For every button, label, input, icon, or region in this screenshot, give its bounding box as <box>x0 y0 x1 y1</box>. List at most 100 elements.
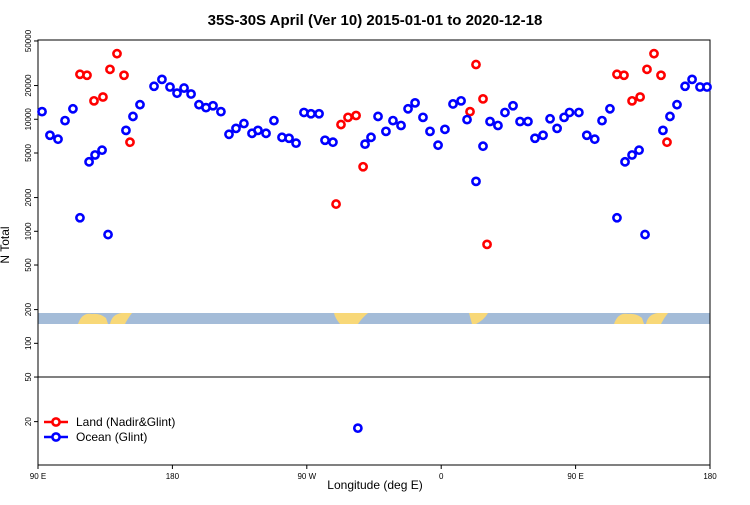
point <box>672 99 682 110</box>
point <box>642 64 652 75</box>
point <box>619 70 629 81</box>
plot-frame <box>37 39 711 466</box>
point <box>37 106 47 117</box>
x-tick-label: 90 E <box>567 472 583 481</box>
point <box>358 161 368 172</box>
point <box>135 99 145 110</box>
point <box>523 116 533 127</box>
point <box>425 126 435 137</box>
point <box>482 239 492 250</box>
legend-marker <box>51 432 61 442</box>
point <box>433 140 443 151</box>
point <box>351 110 361 121</box>
point <box>261 128 271 139</box>
y-tick-label: 20 <box>24 417 33 426</box>
point <box>231 123 241 134</box>
x-tick-label: 90 E <box>30 472 46 481</box>
point <box>381 126 391 137</box>
point <box>410 97 420 108</box>
point <box>157 74 167 85</box>
point <box>306 108 316 119</box>
point <box>515 116 525 127</box>
point <box>68 103 78 114</box>
point <box>471 59 481 70</box>
point <box>471 176 481 187</box>
x-tick-label: 90 W <box>297 472 316 481</box>
point <box>627 150 637 160</box>
point <box>53 134 63 145</box>
point <box>98 92 108 102</box>
point <box>680 81 690 92</box>
point <box>97 145 107 156</box>
x-tick-label: 0 <box>439 472 444 481</box>
y-tick-label: 50000 <box>24 29 33 52</box>
point <box>331 199 341 209</box>
point <box>418 112 428 123</box>
point <box>465 106 475 117</box>
point <box>612 212 622 223</box>
x-tick-label: 180 <box>703 472 717 481</box>
x-axis-label: Longitude (deg E) <box>327 478 422 492</box>
point <box>605 103 615 114</box>
point <box>320 135 330 146</box>
point <box>500 107 510 118</box>
point <box>314 108 324 119</box>
y-tick-label: 2000 <box>24 188 33 206</box>
point <box>635 92 646 102</box>
point <box>564 107 575 118</box>
point <box>269 115 279 126</box>
point <box>462 114 472 125</box>
point <box>224 129 234 140</box>
point <box>581 130 592 141</box>
point <box>125 137 135 148</box>
point <box>291 138 301 149</box>
point <box>658 125 668 136</box>
y-tick-label: 10000 <box>24 108 33 131</box>
point <box>552 123 562 134</box>
point <box>149 81 159 92</box>
point <box>60 115 70 126</box>
point <box>360 139 370 150</box>
map-strip <box>38 313 710 324</box>
point <box>89 95 99 106</box>
point <box>84 156 94 167</box>
point <box>508 100 518 111</box>
point <box>656 70 666 81</box>
point <box>239 118 249 129</box>
point <box>702 82 712 92</box>
point <box>121 125 131 136</box>
point <box>589 134 600 145</box>
point <box>388 115 398 126</box>
point <box>103 229 113 240</box>
point <box>396 120 406 131</box>
y-tick-label: 5000 <box>24 144 33 162</box>
point <box>284 133 294 144</box>
y-tick-label: 200 <box>24 302 33 316</box>
point <box>649 48 659 59</box>
y-tick-label: 100 <box>24 336 33 350</box>
point <box>573 107 584 118</box>
y-tick-label: 20000 <box>24 74 33 97</box>
point <box>165 82 175 92</box>
point <box>336 119 346 130</box>
point <box>105 64 115 75</box>
point <box>620 156 630 167</box>
point <box>687 74 697 85</box>
point <box>530 133 540 144</box>
point <box>538 130 548 141</box>
point <box>82 70 92 81</box>
point <box>208 100 218 111</box>
x-tick-label: 180 <box>166 472 180 481</box>
point <box>478 93 488 104</box>
point <box>90 150 100 160</box>
point <box>253 125 263 136</box>
point <box>597 115 607 126</box>
y-tick-label: 1000 <box>24 222 33 240</box>
point <box>545 113 555 124</box>
point <box>366 132 376 143</box>
point <box>112 48 122 59</box>
point <box>373 111 383 122</box>
y-tick-label: 500 <box>24 258 33 272</box>
point <box>186 89 196 99</box>
point <box>640 229 650 240</box>
